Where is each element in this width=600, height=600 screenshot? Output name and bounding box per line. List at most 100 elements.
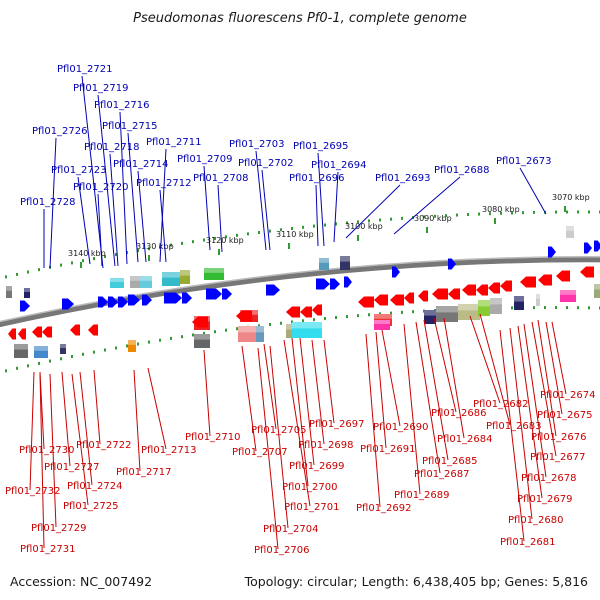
forward-gene-label[interactable]: Pfl01_2703 (229, 139, 285, 150)
forward-gene-label[interactable]: Pfl01_2693 (375, 173, 431, 184)
reverse-gene-label[interactable]: Pfl01_2690 (373, 422, 429, 433)
scale-tick-upper (489, 212, 491, 216)
reverse-gene-leader (443, 317, 465, 439)
reverse-gene-label[interactable]: Pfl01_2717 (116, 467, 172, 478)
reverse-gene-label[interactable]: Pfl01_2691 (360, 444, 416, 455)
forward-gene-label[interactable]: Pfl01_2716 (94, 100, 150, 111)
scale-tick-label: 3100 kbp (345, 222, 383, 231)
forward-gene-label[interactable]: Pfl01_2715 (102, 121, 158, 132)
reverse-gene-label[interactable]: Pfl01_2676 (531, 432, 587, 443)
reverse-gene-label[interactable]: Pfl01_2707 (232, 447, 288, 458)
feature-box-highlight (180, 270, 190, 276)
reverse-gene-label[interactable]: Pfl01_2701 (284, 502, 340, 513)
forward-gene-label[interactable]: Pfl01_2723 (51, 165, 107, 176)
reverse-gene-label[interactable]: Pfl01_2684 (437, 434, 493, 445)
reverse-gene-label[interactable]: Pfl01_2724 (67, 481, 123, 492)
forward-gene-leader (127, 132, 139, 263)
reverse-gene-label[interactable]: Pfl01_2710 (185, 432, 241, 443)
forward-gene-label[interactable]: Pfl01_2696 (289, 173, 345, 184)
forward-gene-leader (393, 176, 461, 235)
forward-gene-label[interactable]: Pfl01_2673 (496, 156, 552, 167)
reverse-gene-label[interactable]: Pfl01_2675 (537, 410, 593, 421)
reverse-gene-label[interactable]: Pfl01_2686 (431, 408, 487, 419)
reverse-gene-label[interactable]: Pfl01_2699 (289, 461, 345, 472)
forward-gene-label[interactable]: Pfl01_2721 (57, 64, 113, 75)
reverse-gene (374, 294, 388, 306)
scale-tick-upper (555, 210, 557, 214)
scale-tick-lower (555, 306, 557, 310)
scale-tick-lower (115, 346, 117, 350)
scale-tick-upper (368, 219, 370, 223)
scale-tick-upper (192, 240, 194, 244)
reverse-gene-label[interactable]: Pfl01_2727 (44, 462, 100, 473)
reverse-gene-label[interactable]: Pfl01_2713 (141, 445, 197, 456)
reverse-gene-label[interactable]: Pfl01_2731 (20, 544, 76, 555)
forward-gene-label[interactable]: Pfl01_2712 (136, 178, 192, 189)
reverse-gene-label[interactable]: Pfl01_2682 (473, 399, 529, 410)
reverse-gene-label[interactable]: Pfl01_2706 (254, 545, 310, 556)
forward-gene-leader (345, 184, 401, 239)
reverse-gene-leader (523, 323, 547, 478)
reverse-gene-label[interactable]: Pfl01_2700 (282, 482, 338, 493)
forward-gene-label[interactable]: Pfl01_2711 (146, 137, 202, 148)
major-tick (288, 243, 290, 249)
forward-gene-label[interactable]: Pfl01_2718 (84, 142, 140, 153)
reverse-gene-label[interactable]: Pfl01_2677 (530, 452, 586, 463)
scale-tick-upper (566, 210, 568, 214)
scale-tick-lower (225, 328, 227, 332)
reverse-gene-label[interactable]: Pfl01_2680 (508, 515, 564, 526)
scale-tick-upper (104, 255, 106, 259)
feature-box (14, 344, 28, 358)
forward-gene-label[interactable]: Pfl01_2709 (177, 154, 233, 165)
reverse-gene-label[interactable]: Pfl01_2725 (63, 501, 119, 512)
scale-tick-upper (214, 236, 216, 240)
reverse-gene-label[interactable]: Pfl01_2685 (422, 456, 478, 467)
feature-box (594, 284, 600, 298)
forward-gene (206, 288, 222, 300)
forward-gene-leader (333, 171, 339, 243)
scale-tick-lower (401, 310, 403, 314)
reverse-gene-label[interactable]: Pfl01_2674 (540, 390, 596, 401)
reverse-gene-label[interactable]: Pfl01_2692 (356, 503, 412, 514)
forward-gene-label[interactable]: Pfl01_2728 (20, 197, 76, 208)
reverse-gene-label[interactable]: Pfl01_2729 (31, 523, 87, 534)
forward-gene-leader (255, 150, 267, 251)
scale-tick-lower (27, 364, 29, 368)
reverse-gene-leader (469, 315, 501, 404)
forward-gene-label[interactable]: Pfl01_2695 (293, 141, 349, 152)
reverse-gene-label[interactable]: Pfl01_2683 (486, 421, 542, 432)
scale-tick-label: 3130 kbp (136, 242, 174, 251)
reverse-gene-leader (299, 337, 315, 466)
reverse-gene-label[interactable]: Pfl01_2697 (309, 419, 365, 430)
reverse-gene-label[interactable]: Pfl01_2678 (521, 473, 577, 484)
reverse-gene-label[interactable]: Pfl01_2689 (394, 490, 450, 501)
forward-gene-label[interactable]: Pfl01_2714 (113, 159, 169, 170)
forward-gene-label[interactable]: Pfl01_2708 (193, 173, 249, 184)
feature-box (194, 334, 210, 348)
forward-gene-label[interactable]: Pfl01_2688 (434, 165, 490, 176)
scale-tick-upper (203, 238, 205, 242)
reverse-gene-label[interactable]: Pfl01_2730 (19, 445, 75, 456)
scale-tick-lower (533, 306, 535, 310)
major-tick (80, 262, 82, 268)
reverse-gene-label[interactable]: Pfl01_2722 (76, 440, 132, 451)
scale-tick-lower (16, 366, 18, 370)
reverse-gene-label[interactable]: Pfl01_2687 (414, 469, 470, 480)
scale-tick-upper (170, 243, 172, 247)
reverse-gene-label[interactable]: Pfl01_2681 (500, 537, 556, 548)
major-tick (564, 206, 566, 212)
scale-tick-upper (313, 224, 315, 228)
reverse-gene-label[interactable]: Pfl01_2698 (298, 440, 354, 451)
reverse-gene-leader (423, 319, 449, 461)
reverse-gene-label[interactable]: Pfl01_2732 (5, 486, 61, 497)
feature-box-highlight (514, 296, 524, 302)
reverse-gene-leader (29, 371, 35, 491)
forward-gene-label[interactable]: Pfl01_2720 (73, 182, 129, 193)
forward-gene-label[interactable]: Pfl01_2702 (238, 158, 294, 169)
reverse-gene-label[interactable]: Pfl01_2704 (263, 524, 319, 535)
reverse-gene-label[interactable]: Pfl01_2679 (517, 494, 573, 505)
reverse-gene (580, 266, 594, 278)
forward-gene-label[interactable]: Pfl01_2694 (311, 160, 367, 171)
forward-gene-label[interactable]: Pfl01_2726 (32, 126, 88, 137)
forward-gene-label[interactable]: Pfl01_2719 (73, 83, 129, 94)
